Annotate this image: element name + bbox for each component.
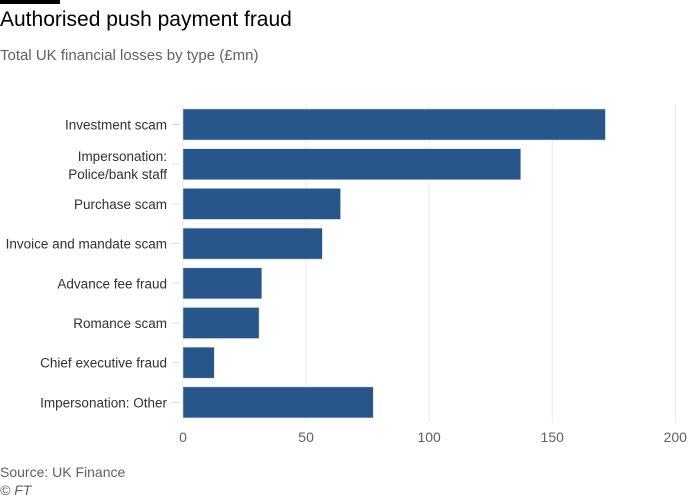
category-label: Investment scam — [65, 118, 167, 133]
bar — [182, 188, 341, 220]
bar — [182, 386, 374, 419]
source-note: Source: UK Finance — [0, 464, 126, 480]
bar — [182, 307, 260, 339]
category-label: Invoice and mandate scam — [6, 237, 167, 252]
category-label: Police/bank staff — [68, 167, 167, 182]
category-label: Chief executive fraud — [40, 356, 167, 371]
brand-bar — [0, 0, 60, 4]
x-tick-label: 50 — [298, 429, 314, 445]
chart-title: Authorised push payment fraud — [0, 8, 292, 31]
bar — [182, 108, 606, 141]
category-label: Advance fee fraud — [57, 276, 167, 291]
category-label: Impersonation: Other — [40, 395, 167, 410]
x-tick-label: 100 — [417, 429, 441, 445]
category-label: Purchase scam — [74, 197, 167, 212]
bar — [182, 267, 263, 300]
x-tick-label: 0 — [179, 429, 187, 445]
x-tick-label: 150 — [541, 429, 565, 445]
x-tick-label: 200 — [664, 429, 688, 445]
copyright: © FT — [0, 482, 32, 498]
chart-subtitle: Total UK financial losses by type (£mn) — [0, 47, 259, 64]
category-label: Impersonation: — [78, 149, 167, 164]
category-label: Romance scam — [73, 316, 167, 331]
bar — [182, 148, 522, 180]
bar — [182, 346, 215, 379]
bar — [182, 227, 323, 260]
